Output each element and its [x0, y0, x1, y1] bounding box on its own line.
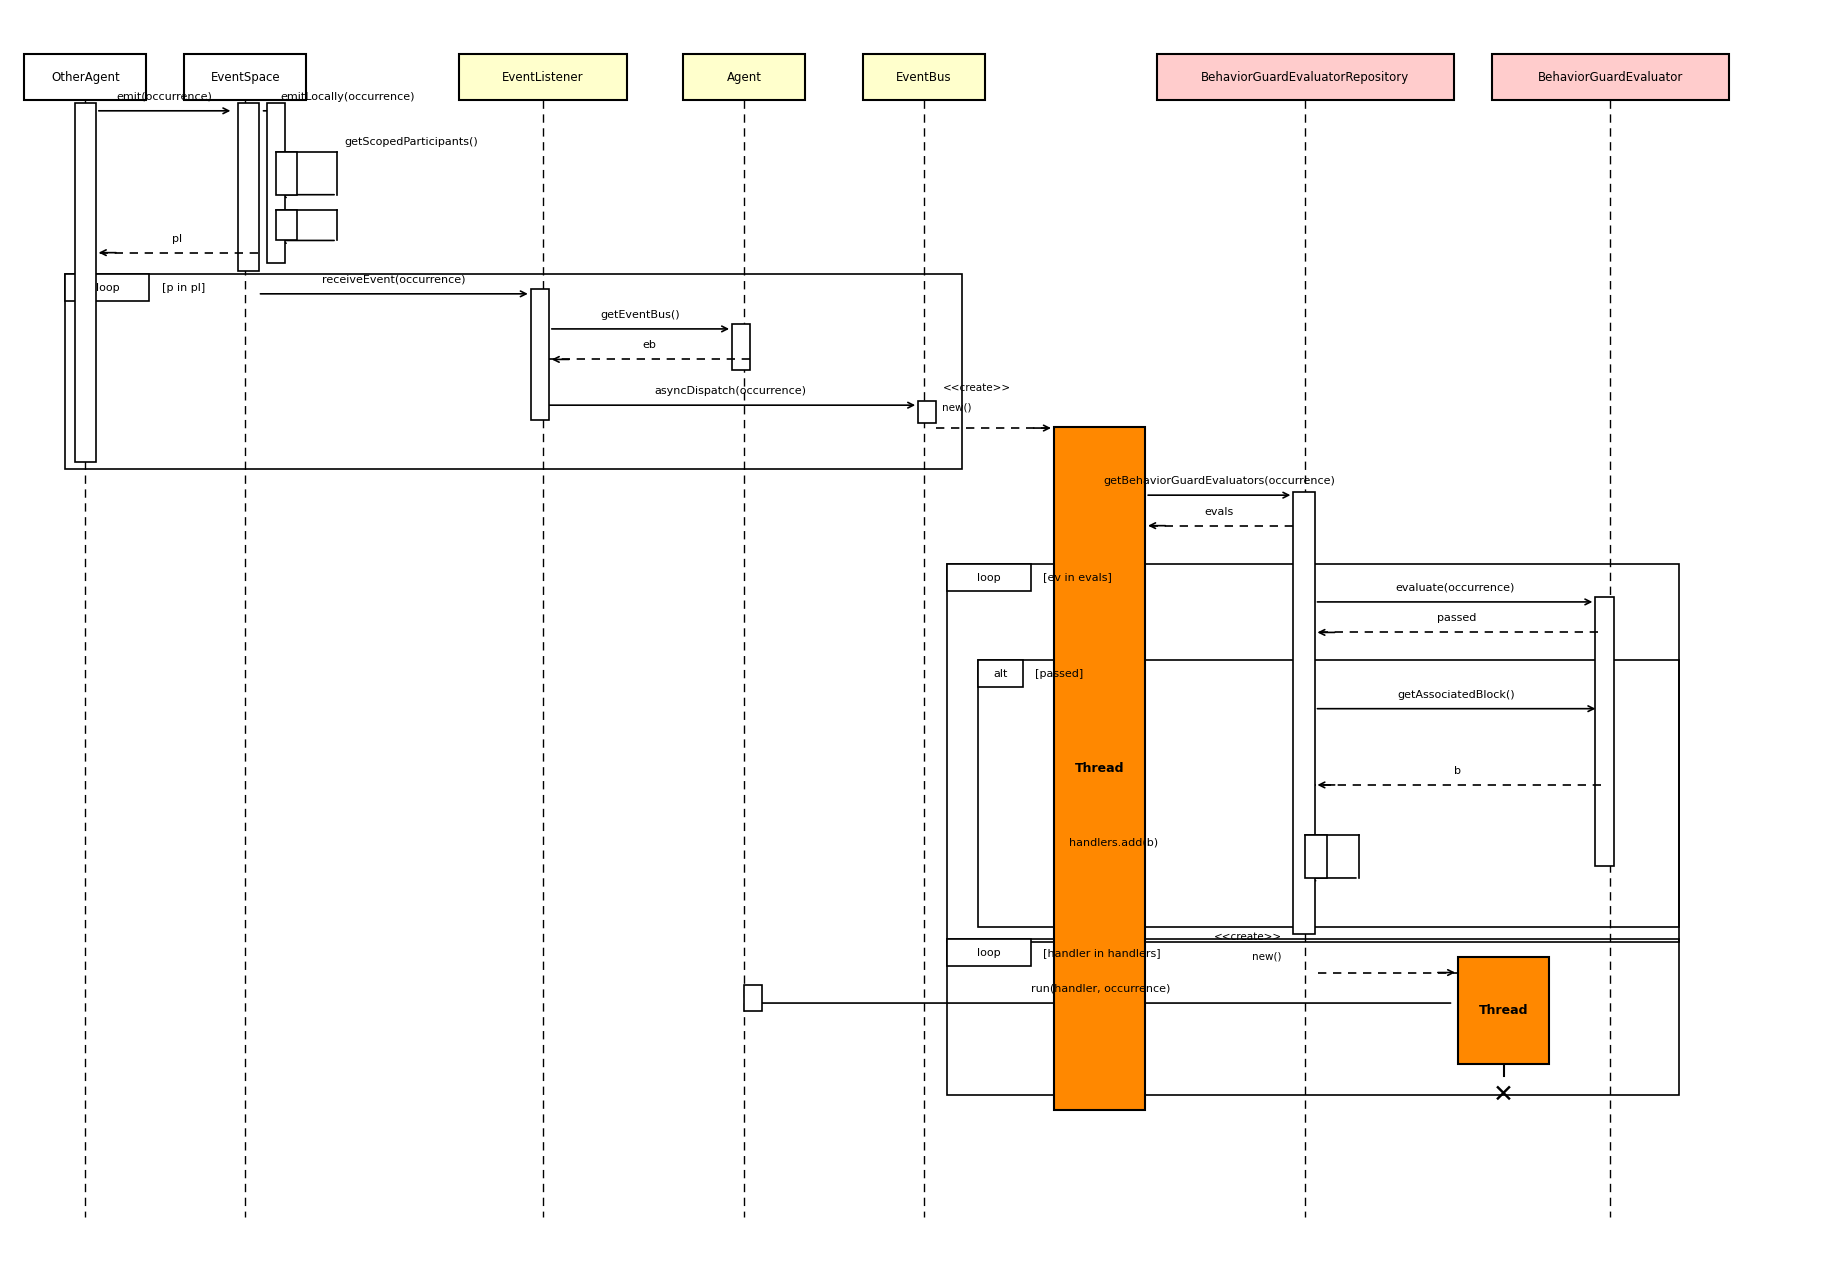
Text: Thread: Thread [1478, 1004, 1528, 1017]
Bar [1156, 55, 1453, 101]
Bar [238, 103, 258, 271]
Text: EventBus: EventBus [896, 71, 951, 84]
Bar [863, 55, 984, 101]
Text: b: b [1453, 766, 1460, 776]
Bar [277, 210, 297, 241]
Text: OtherAgent: OtherAgent [51, 71, 119, 84]
Bar [1053, 427, 1145, 1110]
Text: getScopedParticipants(): getScopedParticipants() [344, 138, 478, 148]
Bar [744, 985, 762, 1010]
FancyBboxPatch shape [947, 939, 1030, 967]
Text: EventSpace: EventSpace [211, 71, 280, 84]
Text: Thread: Thread [1074, 762, 1123, 775]
Text: BehaviorGuardEvaluatorRepository: BehaviorGuardEvaluatorRepository [1200, 71, 1409, 84]
Text: <<create>>: <<create>> [1213, 933, 1281, 941]
Bar [458, 55, 627, 101]
Text: evaluate(occurrence): evaluate(occurrence) [1394, 582, 1513, 592]
Text: passed: passed [1436, 613, 1475, 623]
Text: [passed]: [passed] [1035, 669, 1083, 679]
Text: receiveEvent(occurrence): receiveEvent(occurrence) [322, 275, 465, 284]
Bar [976, 660, 1678, 926]
Bar [1491, 55, 1728, 101]
Text: loop: loop [976, 948, 1000, 958]
Text: EventListener: EventListener [502, 71, 583, 84]
Bar [24, 55, 147, 101]
Text: evals: evals [1204, 507, 1233, 516]
Text: new(): new() [1251, 952, 1281, 962]
Text: handlers.add(b): handlers.add(b) [1068, 838, 1158, 848]
Bar [529, 289, 548, 420]
Text: eb: eb [643, 340, 656, 350]
Text: [p in pl]: [p in pl] [161, 283, 205, 293]
Text: BehaviorGuardEvaluator: BehaviorGuardEvaluator [1537, 71, 1682, 84]
Bar [75, 103, 95, 461]
Text: emit(occurrence): emit(occurrence) [117, 92, 213, 102]
Text: getBehaviorGuardEvaluators(occurrence): getBehaviorGuardEvaluators(occurrence) [1103, 476, 1334, 485]
Bar [267, 103, 286, 264]
Bar [918, 400, 936, 423]
Bar [66, 274, 962, 469]
Text: emitLocally(occurrence): emitLocally(occurrence) [280, 92, 414, 102]
Bar [731, 325, 749, 369]
Text: ✕: ✕ [1493, 1083, 1513, 1107]
Text: pl: pl [172, 233, 181, 243]
FancyBboxPatch shape [947, 564, 1030, 591]
Bar [947, 564, 1678, 941]
Text: getAssociatedBlock(): getAssociatedBlock() [1396, 689, 1515, 699]
Bar [1304, 836, 1326, 878]
Text: getEventBus(): getEventBus() [601, 310, 680, 320]
Text: [ev in evals]: [ev in evals] [1042, 572, 1112, 582]
Text: loop: loop [95, 283, 119, 293]
Bar [683, 55, 804, 101]
FancyBboxPatch shape [976, 660, 1022, 688]
Bar [1594, 598, 1612, 866]
Bar [1293, 492, 1314, 934]
Text: Agent: Agent [725, 71, 762, 84]
Text: loop: loop [976, 572, 1000, 582]
Text: asyncDispatch(occurrence): asyncDispatch(occurrence) [654, 386, 806, 396]
Bar [947, 939, 1678, 1094]
Bar [277, 152, 297, 195]
Text: new(): new() [942, 403, 971, 413]
Text: run(handler, occurrence): run(handler, occurrence) [1031, 984, 1171, 994]
Text: <<create>>: <<create>> [942, 383, 1009, 392]
FancyBboxPatch shape [66, 274, 148, 302]
Bar [1456, 957, 1548, 1064]
Bar [185, 55, 306, 101]
Text: alt: alt [993, 669, 1008, 679]
Text: [handler in handlers]: [handler in handlers] [1042, 948, 1160, 958]
